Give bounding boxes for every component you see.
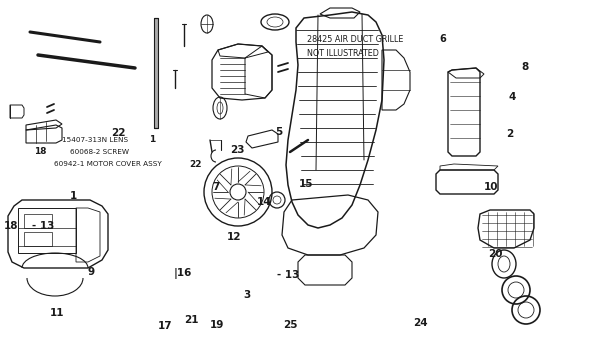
Text: 25: 25 xyxy=(283,320,298,330)
Text: 60942-1 MOTOR COVER ASSY: 60942-1 MOTOR COVER ASSY xyxy=(54,161,162,167)
Text: 2: 2 xyxy=(506,129,513,139)
Text: 18: 18 xyxy=(34,147,46,156)
Text: 4: 4 xyxy=(509,92,516,103)
Text: 9: 9 xyxy=(87,267,94,277)
Text: NOT ILLUSTRATED: NOT ILLUSTRATED xyxy=(307,49,379,57)
Text: 22: 22 xyxy=(189,160,201,169)
Text: 5: 5 xyxy=(276,127,283,137)
Text: 18: 18 xyxy=(4,221,18,232)
Text: 15407-313N LENS: 15407-313N LENS xyxy=(62,136,128,143)
Text: 60068-2 SCREW: 60068-2 SCREW xyxy=(70,148,129,155)
Text: 8: 8 xyxy=(521,62,528,73)
Text: 1: 1 xyxy=(70,191,77,201)
Text: |16: |16 xyxy=(174,268,192,279)
Text: 24: 24 xyxy=(413,318,428,328)
Bar xyxy=(24,232,52,246)
Text: 23: 23 xyxy=(230,145,245,155)
Text: 15: 15 xyxy=(299,179,314,189)
Text: 10: 10 xyxy=(484,182,499,192)
Bar xyxy=(18,208,76,253)
Text: 28425 AIR DUCT GRILLE: 28425 AIR DUCT GRILLE xyxy=(307,35,403,44)
Bar xyxy=(24,214,52,228)
Text: 7: 7 xyxy=(212,182,219,192)
Text: 20: 20 xyxy=(489,249,503,259)
Text: 6: 6 xyxy=(440,34,446,44)
Text: 14: 14 xyxy=(257,197,271,207)
Text: 12: 12 xyxy=(227,232,242,242)
Text: 19: 19 xyxy=(210,320,224,330)
Text: 17: 17 xyxy=(158,320,173,331)
Text: - 13: - 13 xyxy=(32,221,55,232)
Text: 21: 21 xyxy=(184,315,199,325)
Text: 22: 22 xyxy=(111,128,126,138)
Text: 3: 3 xyxy=(243,290,250,300)
Bar xyxy=(154,18,158,128)
Text: 1: 1 xyxy=(149,135,155,144)
Text: 11: 11 xyxy=(50,308,65,318)
Text: - 13: - 13 xyxy=(277,270,300,280)
